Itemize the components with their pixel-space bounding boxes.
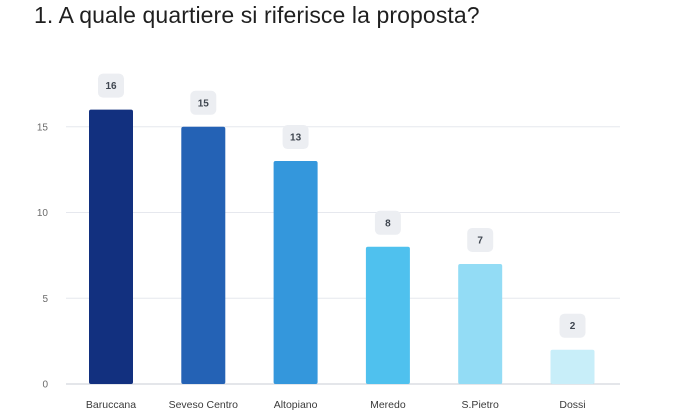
grid-lines — [66, 126, 620, 385]
labels: 0 5 10 15 Baruccana 16 Seveso Centro 15 Altopian… — [37, 73, 586, 411]
data-label-badge — [98, 73, 124, 98]
y-tick-label: 15 — [37, 122, 49, 133]
bar-s-pietro[interactable] — [458, 263, 503, 384]
question-title: 1. A quale quartiere si riferisce la pro… — [34, 2, 480, 28]
category-label: Meredo — [370, 399, 406, 411]
bars — [89, 109, 595, 384]
bar-dossi[interactable] — [550, 349, 595, 384]
data-label: 13 — [290, 133, 302, 144]
data-label-badge — [467, 227, 494, 252]
bar-meredo[interactable] — [365, 246, 410, 384]
data-label-badge — [282, 125, 309, 150]
data-label-badge — [374, 210, 401, 235]
y-tick-label: 0 — [42, 380, 48, 391]
y-tick-label: 10 — [37, 208, 49, 219]
bar-altopiano[interactable] — [273, 161, 318, 384]
category-label: Altopiano — [274, 399, 318, 411]
y-tick-label: 5 — [42, 294, 48, 305]
data-label-badge — [559, 313, 586, 338]
bar-seveso-centro[interactable] — [181, 126, 226, 384]
data-label: 7 — [477, 235, 483, 246]
category-label: S.Pietro — [462, 399, 500, 411]
data-label: 16 — [105, 81, 117, 92]
bar-baruccana[interactable] — [89, 109, 133, 384]
data-label: 2 — [570, 321, 576, 332]
category-label: Baruccana — [86, 399, 136, 411]
data-label-badge — [190, 90, 217, 115]
category-label: Dossi — [559, 399, 585, 411]
data-label: 8 — [385, 218, 391, 229]
data-label: 15 — [198, 98, 210, 109]
category-label: Seveso Centro — [169, 399, 239, 411]
